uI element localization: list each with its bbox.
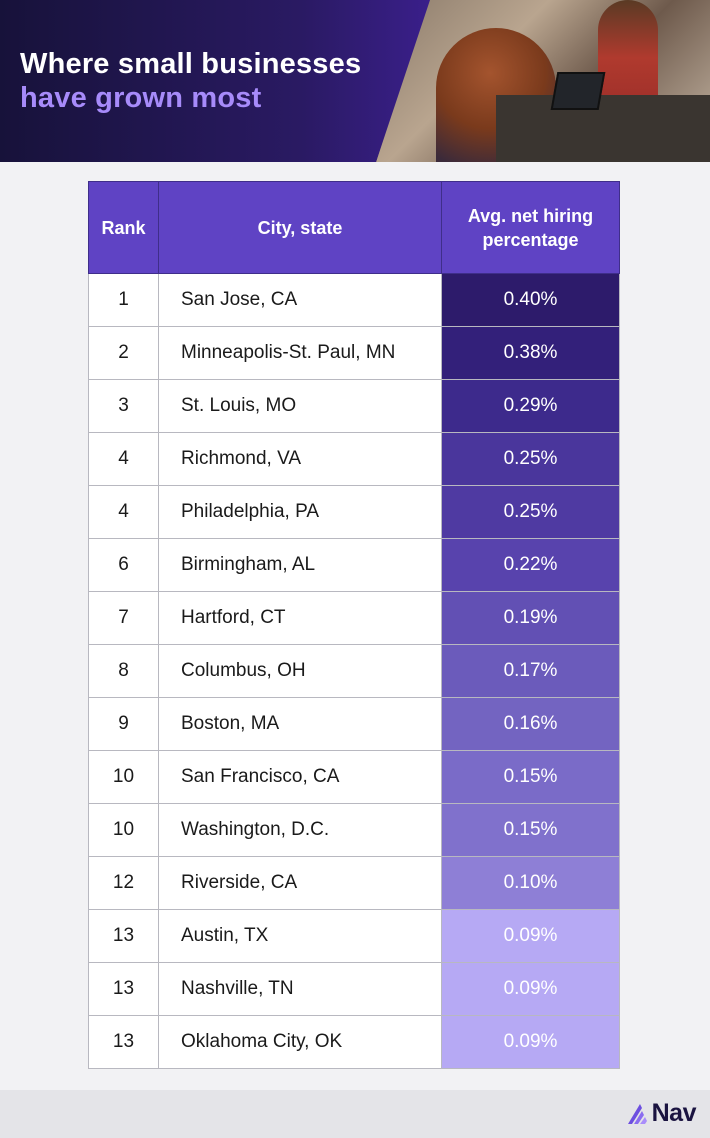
rank-cell: 4 [88, 485, 159, 539]
clerk-figure [598, 0, 658, 105]
table-row: 12 Riverside, CA 0.10% [88, 856, 620, 910]
logo-text: Nav [651, 1098, 697, 1127]
city-cell: St. Louis, MO [158, 379, 442, 433]
table-body: 1 San Jose, CA 0.40% 2 Minneapolis-St. Paul,… [88, 273, 620, 1069]
rank-cell: 10 [88, 750, 159, 804]
city-cell: Riverside, CA [158, 856, 442, 910]
rank-cell: 13 [88, 962, 159, 1016]
hiring-percentage-cell: 0.25% [441, 432, 620, 486]
rank-cell: 12 [88, 856, 159, 910]
rank-cell: 8 [88, 644, 159, 698]
hiring-percentage-cell: 0.09% [441, 1015, 620, 1069]
table-row: 13 Oklahoma City, OK 0.09% [88, 1015, 620, 1069]
table-row: 13 Nashville, TN 0.09% [88, 962, 620, 1016]
table-row: 8 Columbus, OH 0.17% [88, 644, 620, 698]
nav-logo-icon [627, 1104, 647, 1124]
header-rank: Rank [88, 181, 159, 274]
city-cell: San Francisco, CA [158, 750, 442, 804]
footer: Nav [0, 1090, 710, 1138]
rank-cell: 13 [88, 909, 159, 963]
counter-shape [496, 95, 710, 162]
table-row: 10 Washington, D.C. 0.15% [88, 803, 620, 857]
rank-cell: 4 [88, 432, 159, 486]
header-photo [376, 0, 710, 162]
rank-cell: 13 [88, 1015, 159, 1069]
rank-cell: 7 [88, 591, 159, 645]
table-row: 7 Hartford, CT 0.19% [88, 591, 620, 645]
nav-logo: Nav [627, 1098, 697, 1128]
table-row: 3 St. Louis, MO 0.29% [88, 379, 620, 433]
rank-cell: 1 [88, 273, 159, 327]
table-row: 1 San Jose, CA 0.40% [88, 273, 620, 327]
city-cell: San Jose, CA [158, 273, 442, 327]
hiring-percentage-cell: 0.19% [441, 591, 620, 645]
city-cell: Columbus, OH [158, 644, 442, 698]
rank-cell: 10 [88, 803, 159, 857]
table-row: 4 Richmond, VA 0.25% [88, 432, 620, 486]
city-cell: Minneapolis-St. Paul, MN [158, 326, 442, 380]
city-cell: Oklahoma City, OK [158, 1015, 442, 1069]
hiring-percentage-cell: 0.25% [441, 485, 620, 539]
city-cell: Richmond, VA [158, 432, 442, 486]
header-value-label: Avg. net hiring percentage [467, 205, 594, 250]
tablet-shape [550, 72, 606, 110]
city-cell: Philadelphia, PA [158, 485, 442, 539]
city-cell: Hartford, CT [158, 591, 442, 645]
hiring-percentage-cell: 0.16% [441, 697, 620, 751]
header-slant [0, 0, 430, 162]
table-header-row: Rank City, state Avg. net hiring percent… [88, 181, 620, 274]
hiring-percentage-cell: 0.15% [441, 750, 620, 804]
hiring-percentage-cell: 0.40% [441, 273, 620, 327]
header-value: Avg. net hiring percentage [441, 181, 620, 274]
rank-cell: 2 [88, 326, 159, 380]
table-row: 13 Austin, TX 0.09% [88, 909, 620, 963]
city-cell: Birmingham, AL [158, 538, 442, 592]
header-city: City, state [158, 181, 442, 274]
page-title-line2: have grown most [20, 82, 262, 114]
table-row: 2 Minneapolis-St. Paul, MN 0.38% [88, 326, 620, 380]
hiring-percentage-cell: 0.22% [441, 538, 620, 592]
city-cell: Washington, D.C. [158, 803, 442, 857]
table-row: 9 Boston, MA 0.16% [88, 697, 620, 751]
table-row: 4 Philadelphia, PA 0.25% [88, 485, 620, 539]
city-cell: Boston, MA [158, 697, 442, 751]
hiring-percentage-cell: 0.17% [441, 644, 620, 698]
header-banner: Where small businesses have grown most [0, 0, 710, 162]
hiring-percentage-cell: 0.09% [441, 962, 620, 1016]
table-row: 6 Birmingham, AL 0.22% [88, 538, 620, 592]
ranking-table: Rank City, state Avg. net hiring percent… [88, 181, 620, 1069]
city-cell: Austin, TX [158, 909, 442, 963]
hiring-percentage-cell: 0.29% [441, 379, 620, 433]
rank-cell: 9 [88, 697, 159, 751]
rank-cell: 6 [88, 538, 159, 592]
hiring-percentage-cell: 0.10% [441, 856, 620, 910]
hiring-percentage-cell: 0.15% [441, 803, 620, 857]
hiring-percentage-cell: 0.38% [441, 326, 620, 380]
rank-cell: 3 [88, 379, 159, 433]
hiring-percentage-cell: 0.09% [441, 909, 620, 963]
page-title-line1: Where small businesses [20, 48, 362, 80]
table-row: 10 San Francisco, CA 0.15% [88, 750, 620, 804]
city-cell: Nashville, TN [158, 962, 442, 1016]
